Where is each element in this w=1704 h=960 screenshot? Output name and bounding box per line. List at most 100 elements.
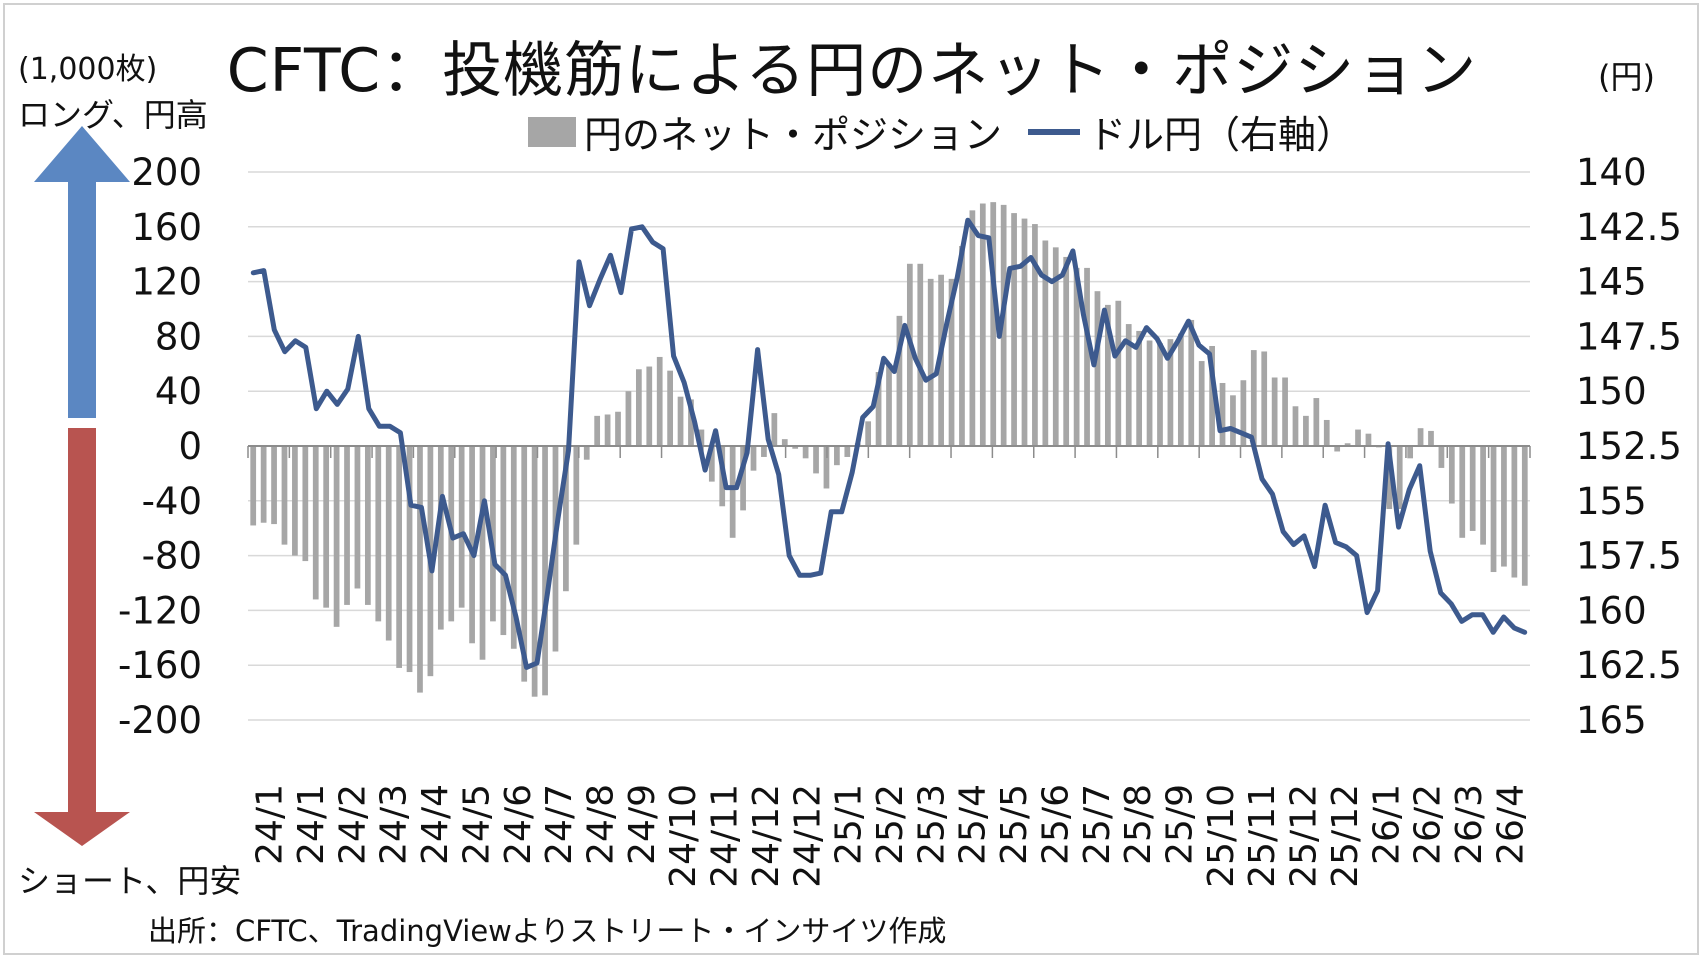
net-position-bar — [1230, 395, 1236, 446]
net-position-bar — [1271, 377, 1278, 446]
right-tick-label: 150 — [1576, 370, 1647, 413]
net-position-bar — [312, 446, 319, 600]
left-tick-label: 200 — [131, 151, 202, 194]
net-position-bar — [813, 446, 819, 474]
net-position-bar — [761, 446, 767, 457]
net-position-bar — [729, 446, 736, 538]
legend-item-net-position: 円のネット・ポジション — [528, 104, 1002, 159]
right-tick-label: 165 — [1576, 699, 1647, 742]
left-tick-label: -80 — [142, 535, 202, 578]
net-position-bar — [437, 446, 444, 630]
net-position-bar — [344, 446, 350, 605]
net-position-bar — [469, 446, 475, 644]
x-tick-label: 26/4 — [1490, 784, 1531, 865]
net-position-bar — [1459, 446, 1466, 538]
x-tick-label: 24/4 — [415, 784, 456, 865]
net-position-bars — [250, 202, 1528, 697]
net-position-bar — [604, 414, 611, 446]
x-tick-label: 24/10 — [663, 784, 704, 888]
right-tick-label: 142.5 — [1576, 206, 1682, 249]
net-position-bar — [354, 446, 361, 589]
x-tick-label: 24/5 — [457, 784, 498, 865]
right-tick-label: 145 — [1576, 261, 1647, 304]
x-tick-label: 24/2 — [332, 784, 373, 865]
net-position-bar — [500, 446, 507, 636]
net-position-bar — [490, 446, 496, 622]
x-tick-label: 25/12 — [1325, 784, 1366, 888]
net-position-bar — [292, 446, 298, 556]
net-position-bar — [583, 446, 590, 460]
net-position-bar — [1344, 443, 1351, 446]
net-position-bar — [521, 446, 528, 682]
net-position-bar — [886, 363, 892, 446]
x-tick-label: 25/5 — [994, 784, 1035, 865]
net-position-bar — [396, 446, 402, 668]
arrow-up-long — [34, 126, 130, 418]
net-position-bar — [990, 202, 997, 446]
source-note: 出所：CFTC、TradingViewよりストリート・インサイツ作成 — [148, 914, 947, 948]
x-tick-label: 25/4 — [953, 784, 994, 865]
net-position-bar — [1521, 446, 1528, 586]
net-position-bar — [708, 446, 715, 482]
net-position-bar — [364, 446, 371, 605]
net-position-bar — [1063, 256, 1070, 446]
net-position-bar — [406, 446, 413, 673]
left-tick-label: 0 — [178, 425, 202, 468]
net-position-bar — [1115, 300, 1122, 446]
net-position-bar — [573, 446, 580, 545]
x-tick-label: 24/1 — [250, 784, 291, 865]
net-position-bar — [1365, 433, 1372, 446]
net-position-bar — [250, 446, 257, 526]
net-position-bar — [688, 399, 694, 446]
net-position-bar — [959, 245, 965, 446]
usdjpy-polyline — [250, 217, 1528, 670]
net-position-bar — [458, 446, 465, 608]
net-position-bar — [1084, 267, 1090, 446]
x-tick-label: 25/9 — [1160, 784, 1201, 865]
net-position-bar — [1094, 291, 1101, 446]
x-tick-label: 24/11 — [705, 784, 746, 888]
net-position-bar — [1323, 419, 1330, 446]
net-position-bar — [1167, 339, 1174, 446]
net-position-bar — [635, 369, 642, 446]
net-position-bar — [948, 278, 955, 446]
legend-label-usdjpy: ドル円（右軸） — [1088, 113, 1355, 157]
net-position-bar — [656, 356, 663, 446]
x-tick-label: 25/12 — [1284, 784, 1325, 888]
net-position-bar — [302, 446, 309, 562]
x-axis-labels: 24/1 24/1 24/2 24/3 24/4 24/5 24/6 24/7 24/8 24/9… — [250, 784, 1532, 888]
net-position-bar — [385, 446, 392, 641]
net-position-bar — [1000, 204, 1007, 446]
left-tick-label: 160 — [131, 206, 202, 249]
net-position-bar — [1428, 430, 1434, 446]
x-tick-label: 25/2 — [870, 784, 911, 865]
left-tick-label: -120 — [118, 589, 202, 632]
net-position-bar — [281, 446, 288, 545]
net-position-bar — [750, 446, 757, 471]
x-tick-label: 25/7 — [1077, 784, 1118, 865]
arrow-down-short — [34, 428, 130, 846]
net-position-bar — [1146, 340, 1153, 446]
net-position-bar — [1198, 361, 1205, 446]
net-position-bar — [1448, 446, 1455, 504]
x-tick-label: 24/9 — [622, 784, 663, 865]
net-position-bar — [771, 413, 778, 446]
net-position-bar — [417, 446, 423, 693]
right-tick-label: 147.5 — [1576, 315, 1682, 358]
net-position-bar — [1052, 247, 1059, 446]
net-position-bar — [1209, 345, 1215, 446]
net-position-bar — [1240, 380, 1247, 446]
legend-line-swatch — [1028, 128, 1081, 135]
net-position-bar — [1313, 398, 1320, 446]
net-position-bar — [1250, 350, 1257, 446]
net-position-bar — [1042, 240, 1049, 446]
net-position-bar — [1438, 446, 1445, 468]
net-position-bar — [1386, 446, 1393, 510]
x-tick-label: 24/1 — [291, 784, 332, 865]
net-position-bar — [1282, 377, 1288, 446]
net-position-bar — [667, 370, 673, 446]
long-yen-strong-label: ロング、円高 — [18, 96, 208, 134]
net-position-bar — [1073, 267, 1080, 446]
left-tick-label: 120 — [131, 261, 202, 304]
net-position-bar — [802, 446, 809, 459]
